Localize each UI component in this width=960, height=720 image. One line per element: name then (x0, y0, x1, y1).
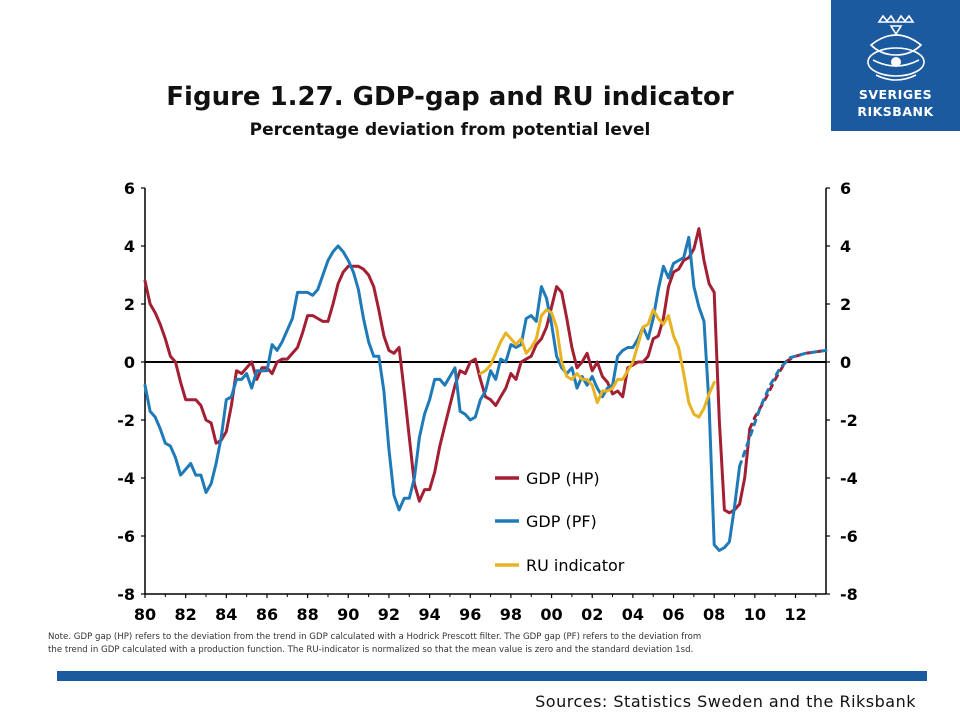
x-tick-label: 82 (175, 605, 197, 624)
chart-title: Figure 1.27. GDP-gap and RU indicator (166, 82, 734, 112)
x-tick-label: 04 (622, 605, 644, 624)
y-tick-label-left: 0 (124, 353, 135, 372)
x-tick-label: 08 (703, 605, 725, 624)
sources-text: Sources: Statistics Sweden and the Riksb… (535, 692, 916, 711)
y-tick-label-right: -6 (840, 527, 858, 546)
x-tick-label: 98 (500, 605, 522, 624)
riksbank-logo: SVERIGES RIKSBANK (831, 0, 960, 131)
chart-series (143, 227, 752, 552)
y-tick-label-left: -4 (117, 469, 135, 488)
x-tick-label: 10 (744, 605, 766, 624)
chart-note: Note. GDP gap (HP) refers to the deviati… (48, 631, 928, 657)
riksbank-crest-icon (867, 14, 925, 81)
series-forecast-gdp-pf (738, 348, 828, 468)
y-tick-label-right: 0 (840, 353, 851, 372)
note-line-1: Note. GDP gap (HP) refers to the deviati… (48, 632, 702, 642)
y-tick-label-left: -2 (117, 411, 135, 430)
y-tick-label-right: 4 (840, 237, 851, 256)
x-tick-label: 00 (540, 605, 562, 624)
y-tick-label-right: -4 (840, 469, 858, 488)
y-tick-label-right: 6 (840, 179, 851, 198)
legend-label-gdp_pf: GDP (PF) (526, 512, 597, 531)
y-tick-label-left: 6 (124, 179, 135, 198)
logo-text-line2: RIKSBANK (857, 104, 934, 119)
x-tick-label: 80 (134, 605, 156, 624)
x-tick-label: 02 (581, 605, 603, 624)
x-tick-label: 06 (662, 605, 684, 624)
x-tick-label: 90 (337, 605, 359, 624)
y-tick-label-left: 2 (124, 295, 135, 314)
series-line-ru-indicator (478, 308, 716, 419)
x-tick-label: 94 (418, 605, 440, 624)
x-tick-label: 84 (215, 605, 237, 624)
y-tick-label-right: -2 (840, 411, 858, 430)
chart-legend: GDP (HP) GDP (PF) RU indicator (487, 458, 625, 583)
x-tick-label: 12 (784, 605, 806, 624)
y-tick-label-right: 2 (840, 295, 851, 314)
x-tick-label: 96 (459, 605, 481, 624)
logo-text-line1: SVERIGES (858, 87, 933, 102)
x-tick-label: 92 (378, 605, 400, 624)
y-tick-label-left: 4 (124, 237, 135, 256)
x-tick-label: 86 (256, 605, 278, 624)
chart-subtitle: Percentage deviation from potential leve… (249, 120, 651, 140)
y-tick-label-right: -8 (840, 585, 858, 604)
footer-divider (57, 671, 927, 681)
legend-label-gdp_hp: GDP (HP) (526, 469, 600, 488)
y-tick-label-left: -8 (117, 585, 135, 604)
y-tick-label-left: -6 (117, 527, 135, 546)
legend-label-ru: RU indicator (526, 556, 625, 575)
series-line-gdp-hp (143, 227, 752, 515)
note-line-2: the trend in GDP calculated with a produ… (48, 645, 694, 655)
chart-ticks: -8 -8-6 -6-4 -4-2 -20 02 24 46 680 82 84 86 88 90 92 94… (117, 179, 858, 624)
x-tick-label: 88 (296, 605, 318, 624)
chart-series-extra (478, 308, 828, 468)
